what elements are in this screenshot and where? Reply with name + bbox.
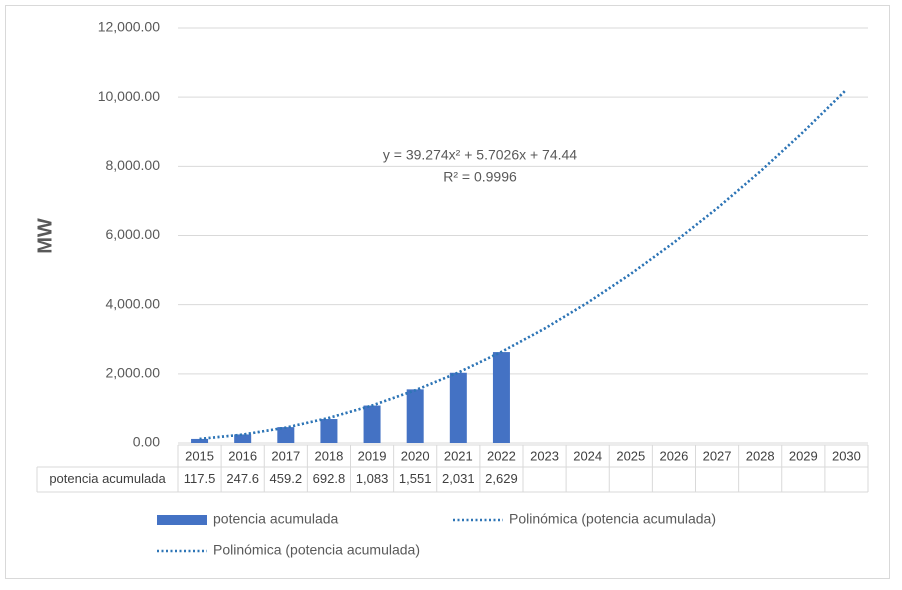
x-tick-label: 2025 bbox=[616, 448, 645, 463]
x-tick-label: 2020 bbox=[401, 448, 430, 463]
legend-label: potencia acumulada bbox=[213, 511, 339, 527]
x-tick-label: 2021 bbox=[444, 448, 473, 463]
bar bbox=[191, 438, 209, 443]
legend-label: Polinómica (potencia acumulada) bbox=[213, 542, 420, 558]
bar bbox=[406, 389, 424, 443]
table-value: 117.5 bbox=[184, 471, 216, 486]
y-tick-label: 0.00 bbox=[133, 434, 160, 450]
x-tick-label: 2017 bbox=[271, 448, 300, 463]
y-tick-label: 4,000.00 bbox=[106, 295, 161, 311]
x-tick-label: 2027 bbox=[703, 448, 732, 463]
table-value: 2,629 bbox=[485, 471, 518, 486]
table-value: 459.2 bbox=[270, 471, 303, 486]
trendline bbox=[199, 88, 848, 441]
table-row-header: potencia acumulada bbox=[49, 471, 166, 486]
x-tick-label: 2022 bbox=[487, 448, 516, 463]
bar bbox=[449, 372, 467, 443]
bar bbox=[320, 419, 338, 443]
y-tick-label: 10,000.00 bbox=[98, 88, 160, 104]
x-tick-label: 2018 bbox=[314, 448, 343, 463]
y-tick-label: 12,000.00 bbox=[98, 19, 160, 35]
x-tick-label: 2019 bbox=[358, 448, 387, 463]
trendline-r2: R² = 0.9996 bbox=[443, 169, 517, 185]
x-tick-label: 2016 bbox=[228, 448, 257, 463]
table-value: 2,031 bbox=[442, 471, 475, 486]
table-value: 247.6 bbox=[226, 471, 259, 486]
x-tick-label: 2030 bbox=[832, 448, 861, 463]
y-axis-label: MW bbox=[34, 218, 56, 254]
y-tick-label: 2,000.00 bbox=[106, 365, 161, 381]
x-tick-label: 2028 bbox=[746, 448, 775, 463]
x-tick-label: 2029 bbox=[789, 448, 818, 463]
chart-border bbox=[5, 5, 890, 579]
legend-label: Polinómica (potencia acumulada) bbox=[509, 511, 716, 527]
y-tick-label: 6,000.00 bbox=[106, 226, 161, 242]
x-tick-label: 2026 bbox=[659, 448, 688, 463]
bar bbox=[363, 405, 381, 443]
table-value: 692.8 bbox=[313, 471, 346, 486]
bar bbox=[277, 427, 295, 443]
x-tick-label: 2024 bbox=[573, 448, 602, 463]
y-tick-label: 8,000.00 bbox=[106, 157, 161, 173]
table-value: 1,083 bbox=[356, 471, 389, 486]
bar bbox=[234, 434, 252, 443]
trendline-equation: y = 39.274x² + 5.7026x + 74.44 bbox=[383, 147, 577, 163]
legend-swatch bbox=[157, 515, 207, 525]
x-tick-label: 2023 bbox=[530, 448, 559, 463]
x-tick-label: 2015 bbox=[185, 448, 214, 463]
bar bbox=[492, 352, 510, 443]
table-value: 1,551 bbox=[399, 471, 432, 486]
